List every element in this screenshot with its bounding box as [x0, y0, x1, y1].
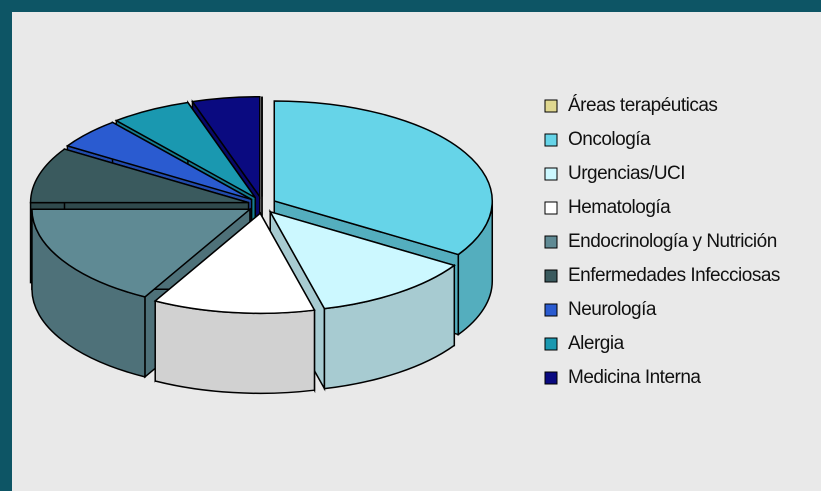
- legend-label: Neurología: [568, 299, 657, 320]
- legend-label: Oncología: [568, 129, 651, 150]
- legend: Áreas terapéuticas Oncología Urgencias/UCI…: [544, 95, 780, 388]
- slice: [65, 121, 252, 201]
- legend-label: Áreas terapéuticas: [568, 95, 717, 116]
- legend-label: Endocrinología y Nutrición: [568, 231, 777, 252]
- legend-swatch: [544, 167, 558, 181]
- legend-swatch: [544, 99, 558, 113]
- pie: [29, 95, 494, 395]
- legend-swatch: [544, 235, 558, 249]
- slice: [191, 95, 261, 200]
- slice: [31, 208, 253, 298]
- slice-wall: [154, 300, 316, 395]
- legend-label: Medicina Interna: [568, 367, 701, 388]
- slice: [273, 100, 494, 256]
- legend-swatch: [544, 133, 558, 147]
- legend-swatch: [544, 337, 558, 351]
- legend-label: Hematología: [568, 197, 671, 218]
- legend-swatch: [544, 371, 558, 385]
- frame-left: [0, 0, 12, 491]
- frame-top: [0, 0, 821, 12]
- slice: [268, 210, 456, 310]
- legend-label: Enfermedades Infecciosas: [568, 265, 780, 286]
- slice: [114, 101, 256, 199]
- legend-swatch: [544, 269, 558, 283]
- slice: [29, 148, 249, 204]
- slice: [153, 212, 316, 315]
- legend-label: Urgencias/UCI: [568, 163, 685, 184]
- legend-label: Alergia: [568, 333, 625, 354]
- legend-swatch: [544, 201, 558, 215]
- legend-swatch: [544, 303, 558, 317]
